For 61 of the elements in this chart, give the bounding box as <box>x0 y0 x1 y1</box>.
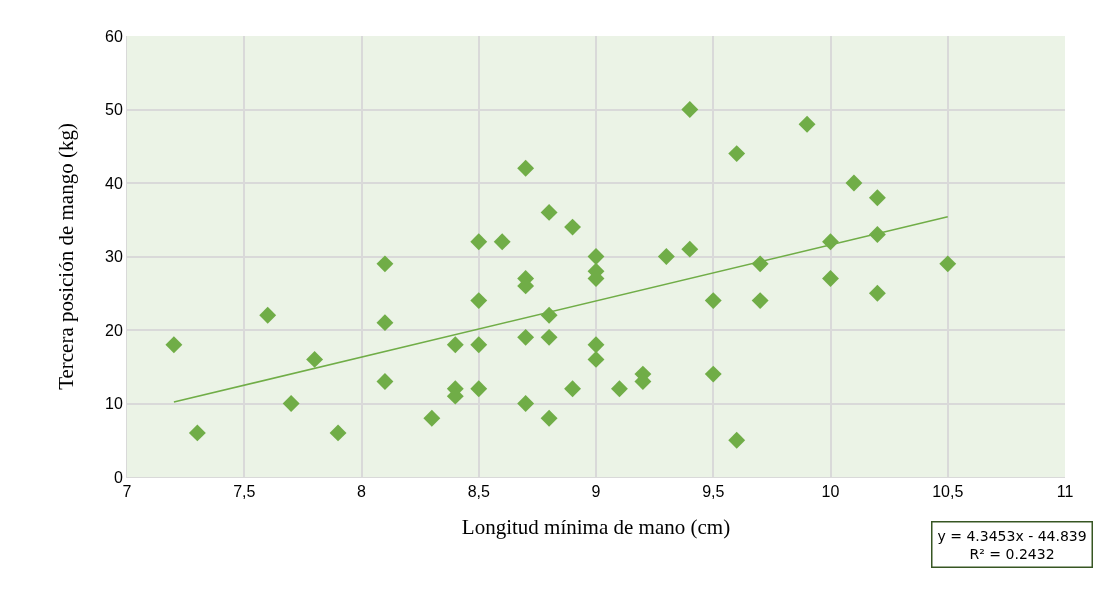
point <box>470 233 488 251</box>
point <box>540 203 558 221</box>
y-tick-label: 40 <box>105 174 123 192</box>
point <box>165 336 183 354</box>
point <box>751 292 769 310</box>
point <box>704 292 722 310</box>
point <box>611 380 628 398</box>
point <box>845 174 863 192</box>
point <box>939 255 957 273</box>
point <box>259 306 277 324</box>
point <box>587 350 605 368</box>
y-tick-label: 50 <box>105 101 123 119</box>
point <box>798 115 816 133</box>
y-tick-label: 20 <box>105 321 123 339</box>
point <box>493 233 511 251</box>
x-tick-label: 7,5 <box>233 483 256 501</box>
point <box>540 328 558 346</box>
point <box>704 365 722 383</box>
point <box>306 350 324 368</box>
x-tick-label: 9 <box>591 483 601 501</box>
point <box>517 395 535 412</box>
x-axis-title: Longitud mínima de mano (cm) <box>461 515 731 540</box>
point <box>728 431 746 449</box>
y-tick-label: 0 <box>113 468 123 486</box>
x-tick-label: 10,5 <box>932 483 964 501</box>
point <box>564 380 581 398</box>
point <box>423 409 441 427</box>
y-tick-label: 10 <box>105 395 123 413</box>
x-tick-label: 9,5 <box>702 483 725 501</box>
point <box>564 218 581 236</box>
x-tick-label: 10 <box>821 483 840 501</box>
point <box>868 189 886 207</box>
point <box>822 233 839 251</box>
point <box>681 240 699 258</box>
point <box>681 101 699 118</box>
y-tick-label: 60 <box>105 27 123 45</box>
point <box>517 328 535 346</box>
y-tick-label: 30 <box>105 248 123 266</box>
point <box>282 395 300 412</box>
x-tick-label: 11 <box>1056 483 1074 501</box>
text: y = 4.3453x - 44.839 R² = 0.2432 <box>937 527 1087 562</box>
point <box>517 159 535 177</box>
point <box>657 248 675 265</box>
y-axis-title: Tercera posición de mango (kg) <box>54 123 79 390</box>
x-tick-label: 8 <box>357 483 367 501</box>
x-tick-label: 7 <box>122 483 132 501</box>
point <box>376 314 394 332</box>
point <box>728 145 746 163</box>
point <box>470 292 488 310</box>
point <box>188 424 206 442</box>
point <box>587 336 605 354</box>
point <box>868 284 886 302</box>
point <box>540 409 558 427</box>
point <box>329 424 347 442</box>
point <box>376 373 394 390</box>
point <box>822 270 839 287</box>
point <box>376 255 394 273</box>
x-tick-label: 8,5 <box>467 483 490 501</box>
point <box>470 380 488 398</box>
point <box>470 336 488 354</box>
point <box>446 336 464 354</box>
